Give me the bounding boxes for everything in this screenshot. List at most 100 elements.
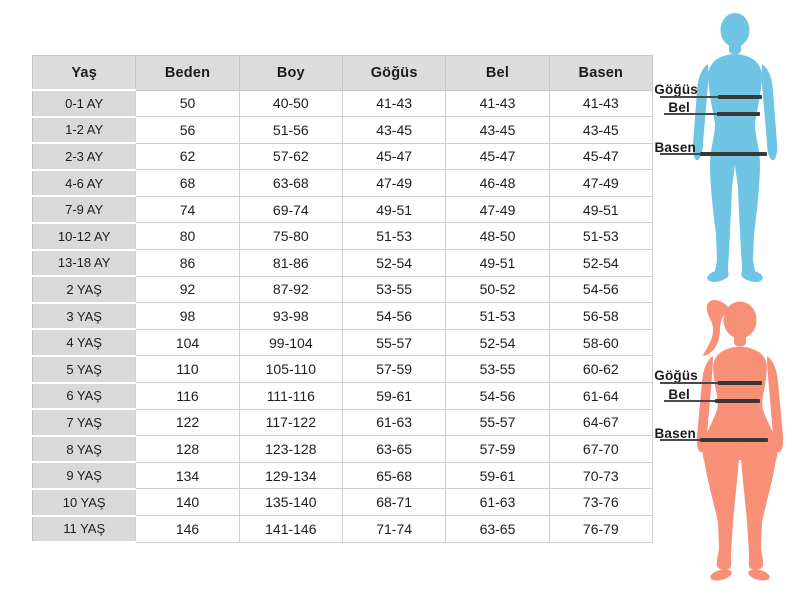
child-hip-measure-line [700,152,767,156]
table-cell: 68-71 [341,488,447,516]
table-cell: 51-56 [238,116,343,144]
table-row: 7-9 AY 74 69-74 49-51 47-49 49-51 [31,195,654,224]
woman-figure-shape [696,299,784,581]
child-figure-silhouette [692,13,778,282]
table-cell: 65-68 [341,461,447,490]
table-cell: 80 [135,222,240,251]
table-cell: 104 [135,328,240,357]
table-cell: 59-61 [445,461,550,490]
table-cell: 57-59 [341,355,447,384]
size-table-header: Yaş Beden Boy Göğüs Bel Basen [31,55,654,91]
table-cell: 71-74 [341,515,447,543]
table-row: 0-1 AY 50 40-50 41-43 41-43 41-43 [31,89,654,118]
row-age-label: 7 YAŞ [31,408,137,437]
row-age-label: 0-1 AY [31,89,137,118]
row-age-label: 9 YAŞ [31,461,137,490]
table-cell: 43-45 [341,116,447,144]
table-cell: 64-67 [548,408,654,437]
column-header: Bel [445,55,550,91]
table-cell: 93-98 [238,302,343,330]
table-cell: 51-53 [341,222,447,251]
table-row: 6 YAŞ 116 111-116 59-61 54-56 61-64 [31,381,654,411]
table-cell: 87-92 [238,275,343,304]
table-cell: 45-47 [445,142,550,171]
row-age-label: 7-9 AY [31,195,137,224]
table-cell: 51-53 [548,222,654,251]
table-cell: 63-68 [238,169,343,197]
table-row: 8 YAŞ 128 123-128 63-65 57-59 67-70 [31,434,654,464]
child-chest-label: Göğüs [654,82,698,97]
table-cell: 60-62 [548,355,654,384]
table-row: 1-2 AY 56 51-56 43-45 43-45 43-45 [31,115,654,145]
table-cell: 52-54 [445,328,550,357]
column-header: Göğüs [341,55,447,91]
table-cell: 47-49 [341,169,447,197]
column-header: Basen [548,55,654,91]
row-age-label: 10 YAŞ [31,487,137,517]
column-header: Yaş [31,55,137,91]
table-cell: 63-65 [445,515,550,543]
row-age-label: 2-3 AY [31,142,137,171]
table-cell: 92 [135,275,240,304]
table-cell: 52-54 [548,249,654,277]
table-cell: 54-56 [445,382,550,410]
table-cell: 135-140 [238,488,343,516]
table-cell: 70-73 [548,461,654,490]
woman-figure-silhouette [696,299,784,581]
table-cell: 123-128 [238,435,343,463]
table-cell: 99-104 [238,328,343,357]
row-age-label: 4-6 AY [31,168,137,198]
child-waist-pointer-line [664,113,717,115]
table-cell: 41-43 [548,89,654,118]
table-cell: 59-61 [341,382,447,410]
table-cell: 49-51 [548,195,654,224]
table-row: 7 YAŞ 122 117-122 61-63 55-57 64-67 [31,408,654,437]
table-cell: 54-56 [548,275,654,304]
table-cell: 50-52 [445,275,550,304]
table-cell: 76-79 [548,515,654,543]
table-row: 9 YAŞ 134 129-134 65-68 59-61 70-73 [31,461,654,490]
table-cell: 63-65 [341,435,447,463]
table-cell: 57-62 [238,142,343,171]
child-chest-pointer-line [660,96,718,98]
row-age-label: 1-2 AY [31,115,137,145]
table-cell: 134 [135,461,240,490]
woman-chest-measure-line [718,381,762,385]
table-row: 10 YAŞ 140 135-140 68-71 61-63 73-76 [31,487,654,517]
table-cell: 55-57 [445,408,550,437]
table-cell: 40-50 [238,89,343,118]
table-cell: 53-55 [341,275,447,304]
table-cell: 75-80 [238,222,343,251]
table-row: 11 YAŞ 146 141-146 71-74 63-65 76-79 [31,514,654,544]
child-waist-label: Bel [668,100,690,115]
woman-waist-label: Bel [668,387,690,402]
child-figure-shape [692,13,778,282]
table-cell: 57-59 [445,435,550,463]
woman-waist-measure-line [715,399,760,403]
column-header: Boy [238,55,343,91]
row-age-label: 13-18 AY [31,248,137,278]
woman-hip-label: Basen [654,426,696,441]
row-age-label: 2 YAŞ [31,275,137,304]
table-cell: 62 [135,142,240,171]
table-cell: 58-60 [548,328,654,357]
table-row: 10-12 AY 80 75-80 51-53 48-50 51-53 [31,221,654,251]
table-cell: 129-134 [238,461,343,490]
table-cell: 43-45 [548,116,654,144]
child-hip-label: Basen [654,140,696,155]
table-cell: 51-53 [445,302,550,330]
table-cell: 74 [135,195,240,224]
woman-chest-label: Göğüs [654,368,698,383]
table-cell: 41-43 [445,89,550,118]
table-cell: 116 [135,382,240,410]
table-cell: 105-110 [238,355,343,384]
table-cell: 128 [135,435,240,463]
table-cell: 45-47 [548,142,654,171]
row-age-label: 6 YAŞ [31,381,137,411]
table-cell: 98 [135,302,240,330]
table-cell: 53-55 [445,355,550,384]
table-cell: 43-45 [445,116,550,144]
table-cell: 146 [135,515,240,543]
table-row: 3 YAŞ 98 93-98 54-56 51-53 56-58 [31,301,654,331]
